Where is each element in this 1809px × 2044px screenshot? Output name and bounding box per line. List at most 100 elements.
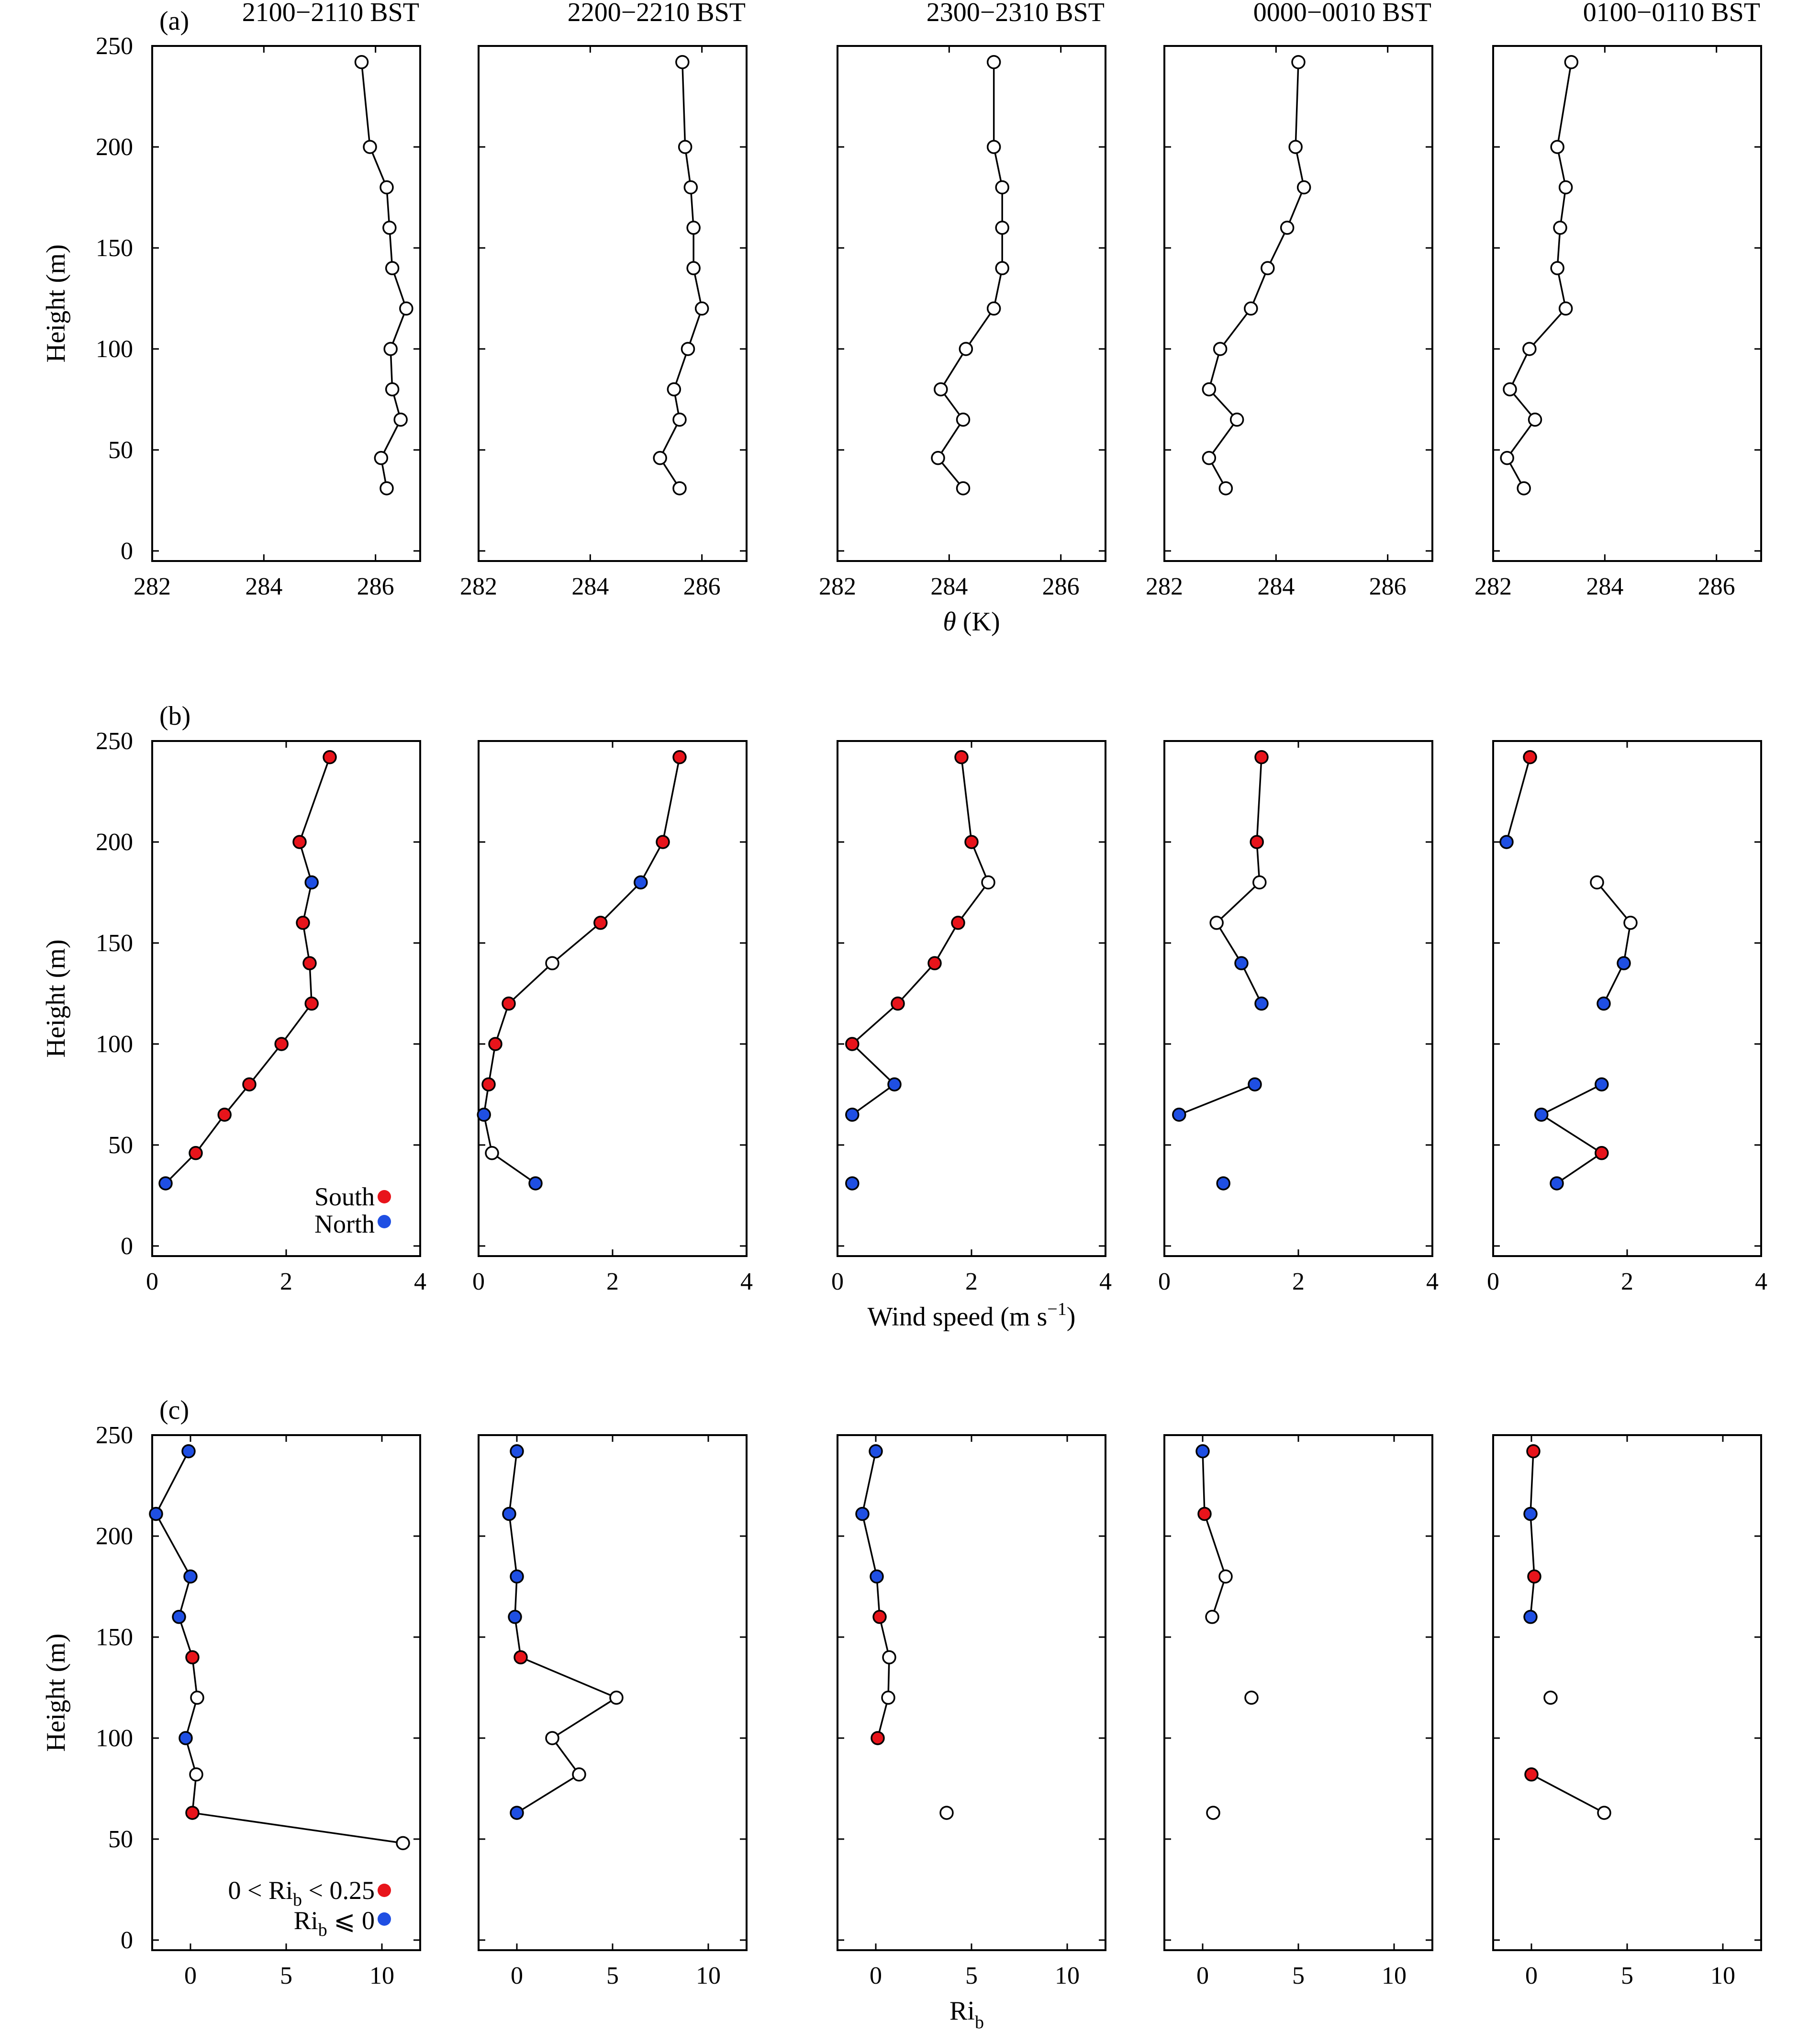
x-tick-label: 0 <box>511 1962 523 1989</box>
data-point-open <box>1296 180 1311 195</box>
plot-frame <box>478 740 748 1257</box>
data-point-north <box>1595 1077 1609 1092</box>
subplot-b-2: 0 2 4 <box>472 740 753 1295</box>
data-point-open <box>1597 1806 1611 1820</box>
data-point-north <box>510 1806 524 1820</box>
profile-line <box>1215 757 1262 1004</box>
data-point-north <box>634 875 648 890</box>
data-point-open <box>1261 261 1275 275</box>
x-tick-label: 0 <box>831 1268 844 1295</box>
legend-marker <box>378 1912 391 1926</box>
data-point-south <box>872 1610 887 1624</box>
data-point-open <box>1500 451 1514 465</box>
subplot-a-1: 2100−2110 BST 0 50 100 150 200 250 282 284 286 <box>96 0 421 600</box>
data-point-south <box>927 956 942 970</box>
x-tick-label: 286 <box>1698 573 1735 600</box>
data-point-open <box>1517 481 1531 495</box>
x-tick-label: 5 <box>606 1962 619 1989</box>
data-point-south <box>1526 1444 1541 1459</box>
data-point-south <box>951 916 965 930</box>
plot-frame <box>1163 740 1433 1257</box>
x-tick-label: 0 <box>146 1268 158 1295</box>
time-label-2: 2200−2210 BST <box>568 0 746 27</box>
data-point-open <box>1553 221 1567 235</box>
data-point-north <box>855 1506 870 1521</box>
data-point-open <box>385 261 400 275</box>
data-point-open <box>1528 412 1542 427</box>
data-point-south <box>1595 1146 1609 1160</box>
subplot-c-4: 0 5 10 <box>1163 1434 1433 1989</box>
data-point-open <box>956 481 971 495</box>
legend-marker <box>378 1884 391 1897</box>
x-tick-label: 284 <box>245 573 282 600</box>
x-tick-label: 5 <box>280 1962 292 1989</box>
panel-label-b: (b) <box>159 701 190 731</box>
panel-b: (b) Height (m) 0 50 100 150 200 250 0 2 4 0 2 4 0 2 4 0 2 4… <box>41 701 1767 1332</box>
data-point-open <box>1206 1806 1220 1820</box>
data-point-south <box>481 1077 496 1092</box>
plot-frame <box>1492 45 1762 562</box>
y-tick-label: 250 <box>96 33 133 60</box>
data-point-open <box>686 221 701 235</box>
data-point-open <box>385 382 400 397</box>
plot-frame <box>837 1434 1106 1951</box>
y-axis-title-c: Height (m) <box>41 1633 71 1752</box>
data-point-open <box>1218 1569 1233 1584</box>
y-tick-label: 150 <box>96 930 133 957</box>
data-point-open <box>686 261 701 275</box>
time-label-4: 0000−0010 BST <box>1253 0 1431 27</box>
data-point-north <box>1523 1610 1538 1624</box>
x-tick-label: 282 <box>1146 573 1183 600</box>
time-label-5: 0100−0110 BST <box>1583 0 1760 27</box>
y-tick-label: 250 <box>96 1422 133 1449</box>
data-point-north <box>510 1569 524 1584</box>
x-tick-label: 10 <box>1710 1962 1735 1989</box>
x-tick-label: 2 <box>1292 1268 1305 1295</box>
profile-line <box>1202 1451 1227 1617</box>
data-point-open <box>672 412 687 427</box>
data-point-north <box>183 1569 198 1584</box>
data-point-south <box>1250 835 1264 849</box>
data-point-open <box>1550 261 1564 275</box>
x-tick-label: 284 <box>571 573 609 600</box>
x-tick-label: 5 <box>965 1962 978 1989</box>
data-point-south <box>1523 750 1537 764</box>
x-axis-title-symbol: θ <box>943 607 956 637</box>
data-point-open <box>675 55 690 69</box>
data-point-open <box>1623 916 1638 930</box>
data-point-north <box>1597 996 1611 1011</box>
data-point-north <box>1216 1176 1230 1190</box>
legend-label: North <box>314 1210 375 1238</box>
x-tick-label: 282 <box>819 573 856 600</box>
plot-frame <box>151 45 421 562</box>
data-point-open <box>1218 481 1233 495</box>
data-point-open <box>1205 1610 1219 1624</box>
data-point-open <box>986 55 1001 69</box>
data-point-open <box>380 481 394 495</box>
data-point-south <box>593 916 608 930</box>
y-tick-label: 200 <box>96 1523 133 1550</box>
data-point-open <box>383 342 398 356</box>
data-point-open <box>995 261 1009 275</box>
x-tick-label: 286 <box>1369 573 1407 600</box>
legend-label: South <box>314 1182 375 1211</box>
x-tick-label: 5 <box>1621 1962 1633 1989</box>
profile-line <box>851 757 989 1116</box>
data-point-open <box>396 1836 410 1851</box>
x-axis-title-sup: −1 <box>1047 1299 1066 1319</box>
data-point-south <box>296 916 310 930</box>
legend-label-pre: Ri <box>294 1906 318 1935</box>
subplot-a-3: 2300−2310 BST 282 284 286 <box>819 0 1106 600</box>
data-point-open <box>672 481 687 495</box>
x-tick-label: 282 <box>134 573 171 600</box>
data-point-north <box>1172 1107 1186 1122</box>
y-tick-label: 50 <box>108 1132 133 1159</box>
profile-line <box>155 1450 403 1844</box>
plot-frame <box>837 740 1106 1257</box>
profile-line <box>483 757 681 1184</box>
legend-label-post: ⩽ 0 <box>327 1906 375 1935</box>
x-tick-label: 286 <box>357 573 394 600</box>
time-label-1: 2100−2110 BST <box>242 0 419 27</box>
data-point-open <box>694 301 709 316</box>
data-point-open <box>1209 916 1224 930</box>
